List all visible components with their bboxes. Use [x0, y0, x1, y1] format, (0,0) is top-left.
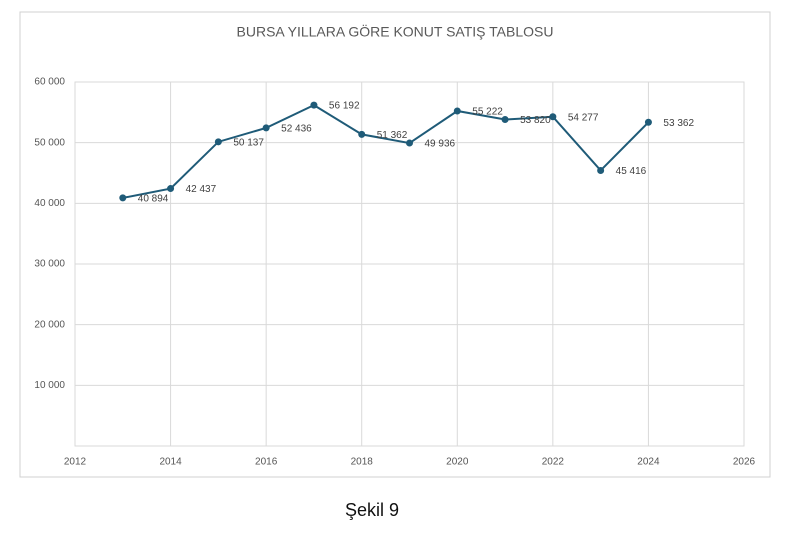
data-point [167, 185, 175, 193]
data-point [406, 139, 413, 147]
x-tick-label: 2018 [351, 457, 374, 468]
data-point [119, 194, 127, 202]
data-point [644, 118, 652, 126]
chart-frame [19, 11, 771, 478]
data-point [453, 107, 461, 115]
data-point [549, 113, 557, 121]
chart-title: BURSA YILLARA GÖRE KONUT SATIŞ TABLOSU [237, 23, 554, 40]
y-tick-label: 30 000 [34, 259, 65, 270]
data-label: 53 362 [663, 118, 694, 129]
y-tick-label: 20 000 [34, 319, 65, 330]
data-label: 40 894 [138, 194, 169, 205]
x-tick-label: 2016 [255, 457, 278, 468]
data-point [501, 115, 509, 123]
caption: Şekil 9 [345, 500, 399, 520]
data-label: 52 436 [281, 124, 312, 135]
data-label: 50 137 [233, 137, 264, 148]
x-tick-label: 2020 [446, 457, 469, 468]
y-tick-label: 50 000 [34, 137, 65, 148]
data-label: 45 416 [616, 166, 647, 177]
data-label: 54 277 [568, 112, 599, 123]
data-point [310, 101, 318, 109]
data-label: 56 192 [329, 101, 360, 112]
data-point [262, 124, 270, 132]
x-tick-label: 2024 [637, 457, 660, 468]
series-line [122, 103, 650, 199]
data-label: 42 437 [186, 184, 217, 195]
x-tick-label: 2012 [64, 457, 87, 468]
x-tick-label: 2022 [542, 457, 565, 468]
x-tick-label: 2026 [733, 457, 756, 468]
y-tick-label: 60 000 [34, 77, 65, 88]
data-point [358, 130, 366, 138]
data-label: 55 222 [472, 107, 503, 118]
data-point [214, 138, 222, 146]
data-label: 51 362 [377, 130, 408, 141]
y-tick-label: 40 000 [34, 198, 65, 209]
data-label: 53 820 [520, 115, 551, 126]
data-point [597, 166, 605, 174]
x-tick-label: 2014 [159, 457, 182, 468]
data-label: 49 936 [425, 139, 456, 150]
y-tick-label: 10 000 [34, 380, 65, 391]
